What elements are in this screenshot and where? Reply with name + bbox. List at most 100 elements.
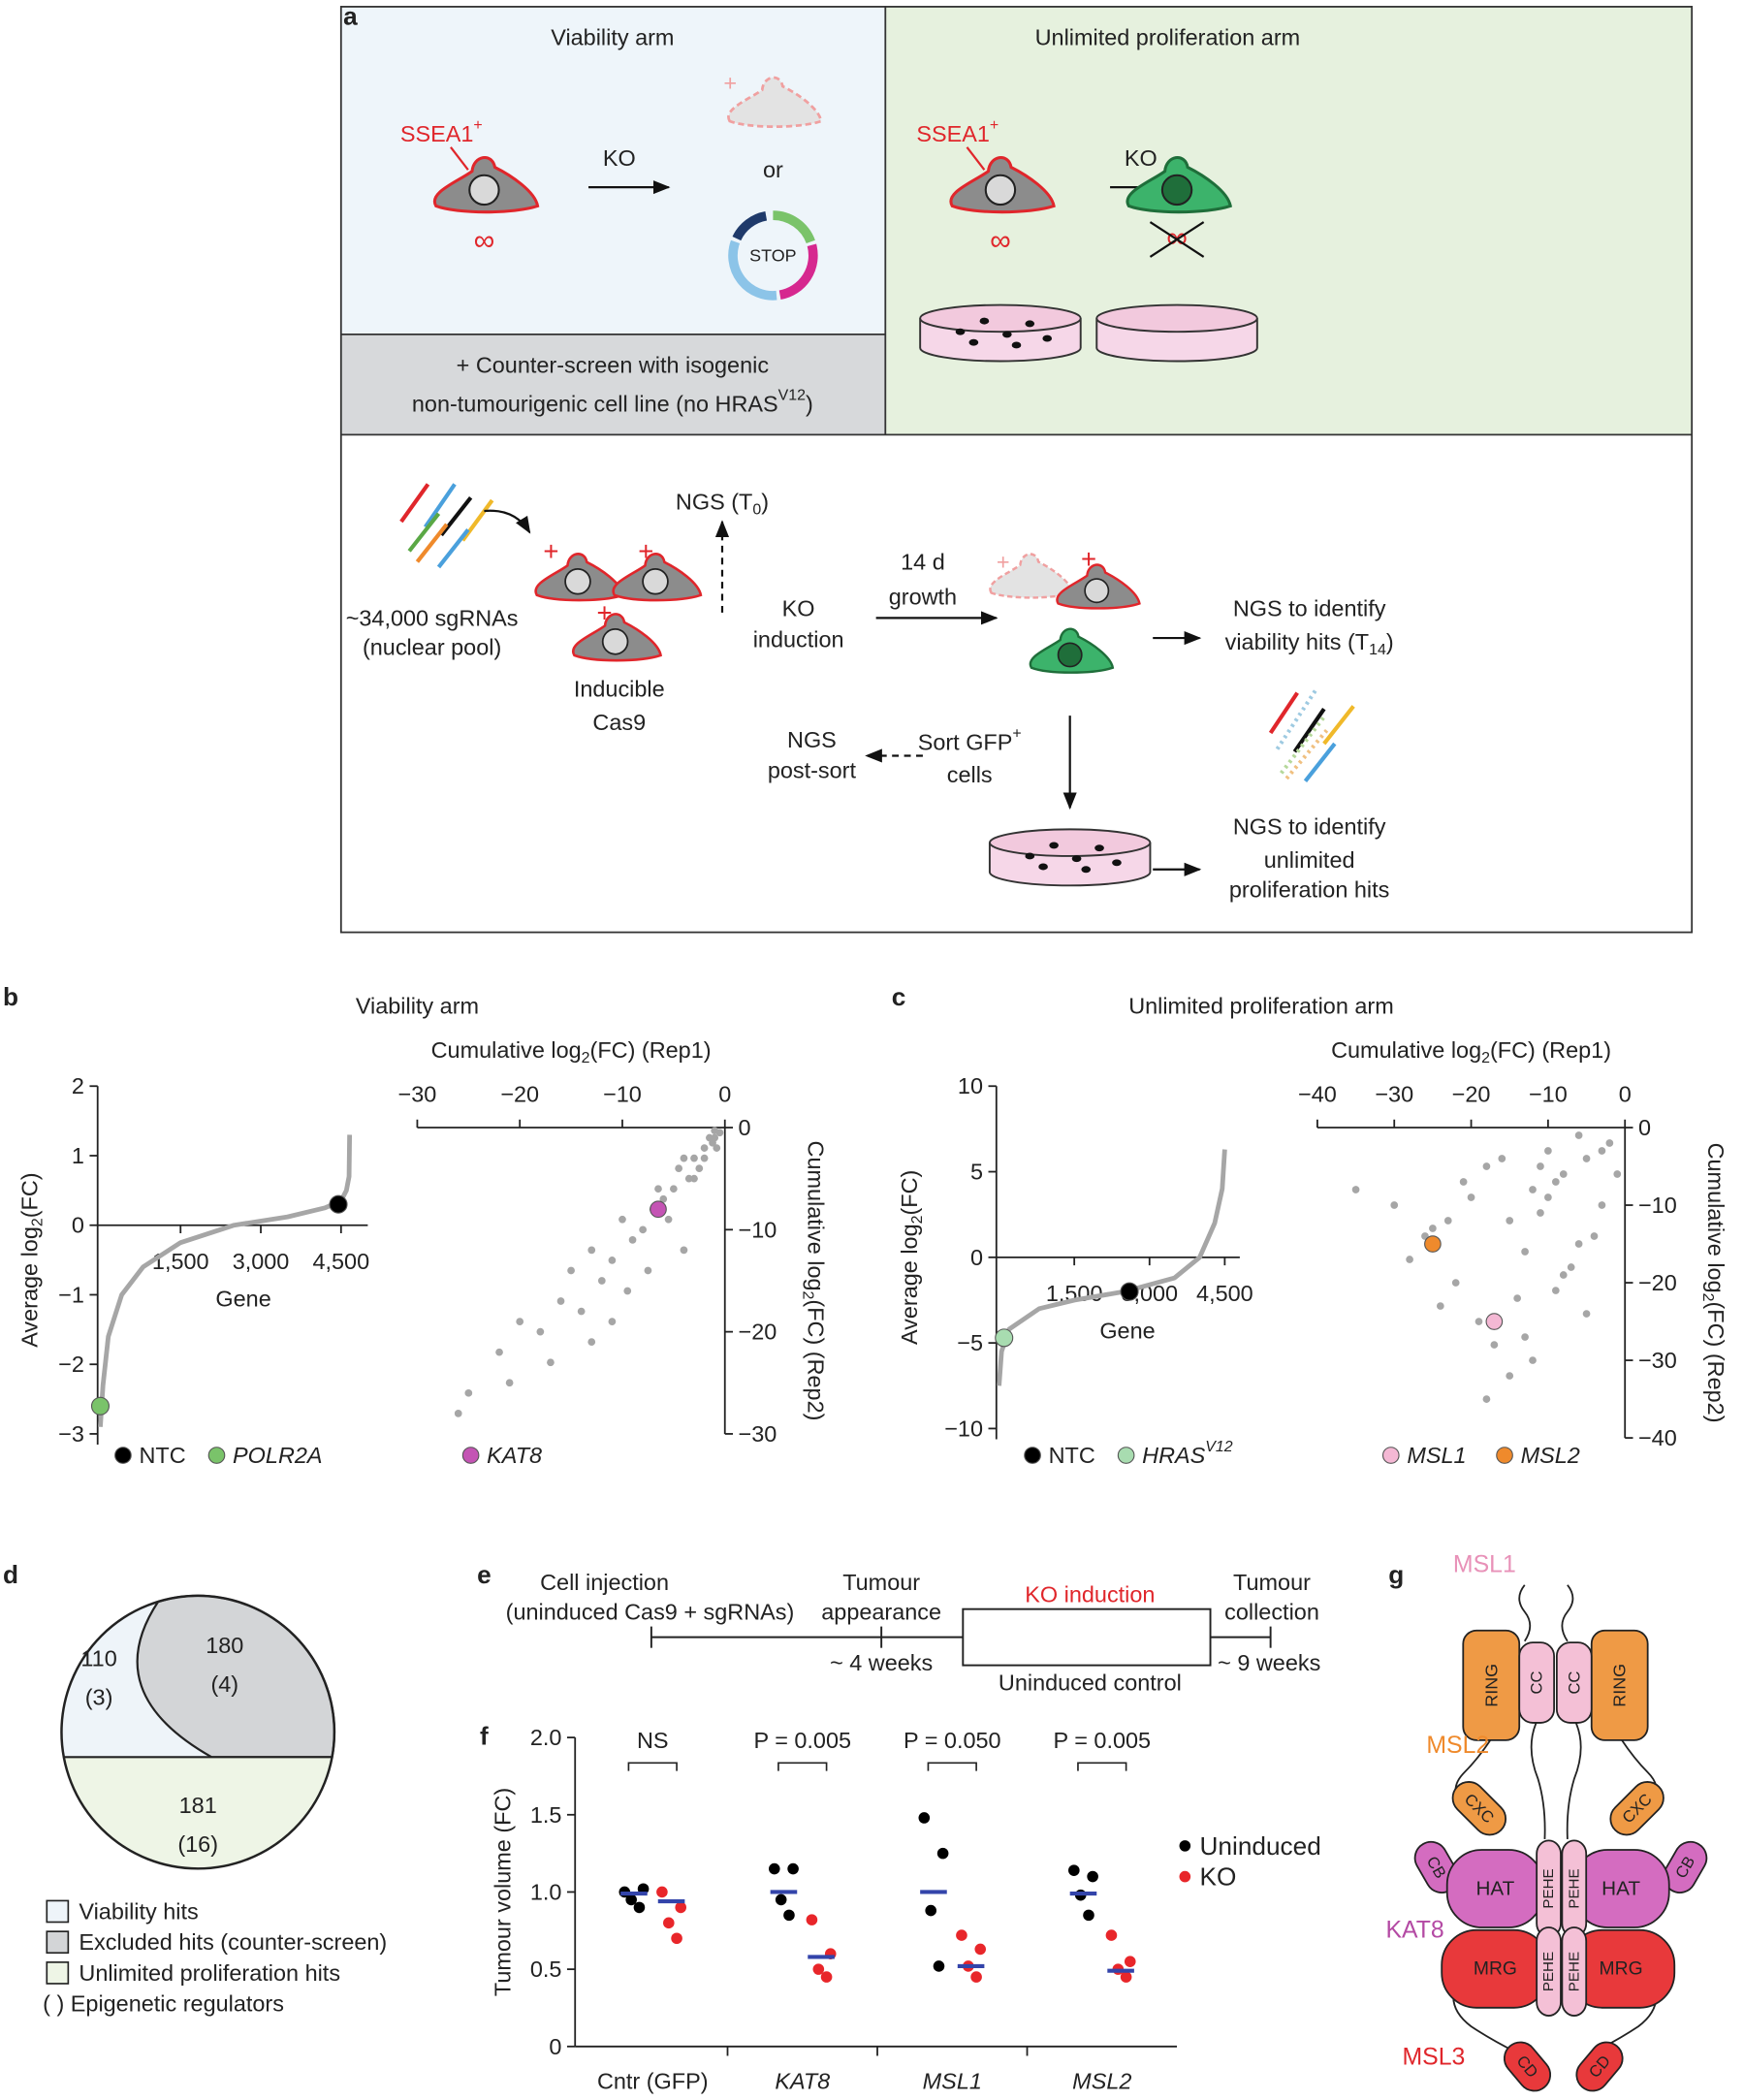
point <box>618 1215 626 1224</box>
x-tick-label: −20 <box>1452 1082 1491 1107</box>
text-part: ) <box>806 392 813 417</box>
legend-label: Unlimited proliferation hits <box>79 1960 340 1986</box>
legend-swatch <box>1179 1870 1191 1883</box>
point <box>1443 1217 1452 1225</box>
domain: CXC <box>1609 1781 1665 1836</box>
ko: KO <box>603 145 636 171</box>
sgrna <box>424 483 457 528</box>
point <box>1590 1232 1599 1240</box>
legend-label: Uninduced <box>1200 1831 1321 1861</box>
text: growth <box>889 584 957 609</box>
point <box>633 1901 646 1914</box>
sgrna <box>439 495 473 537</box>
unlimited-box <box>885 6 1693 435</box>
point <box>644 1266 652 1275</box>
dish-rim <box>919 303 1082 334</box>
point <box>608 1257 617 1264</box>
cell <box>1126 156 1232 214</box>
y-tick-label: 0 <box>739 1115 751 1140</box>
sgrna <box>436 528 470 569</box>
rank-curve <box>997 1149 1227 1386</box>
y-tick-label: −30 <box>739 1421 777 1447</box>
point <box>1598 1147 1606 1155</box>
legend-label: HRASV12 <box>1142 1439 1233 1468</box>
point <box>1467 1193 1475 1201</box>
legend-label: Viability hits <box>79 1898 198 1924</box>
point <box>556 1297 565 1305</box>
point <box>1544 1147 1552 1155</box>
cycle-arc <box>728 239 777 301</box>
text-part: Average log <box>16 1226 42 1348</box>
domain-label: PEHE <box>1540 1952 1557 1991</box>
point <box>700 1154 709 1162</box>
text: Sort GFP+ <box>918 726 1022 755</box>
linker <box>1561 1584 1574 1642</box>
domain: MRG <box>1441 1928 1550 2009</box>
arm-title: Unlimited proliferation arm <box>1035 25 1301 50</box>
domain-shape <box>1575 2041 1624 2092</box>
plus: + <box>723 71 737 96</box>
point <box>1582 1310 1591 1318</box>
y-axis-label: Tumour volume (FC) <box>491 1788 516 1996</box>
protein-label: KAT8 <box>1385 1917 1443 1943</box>
point <box>1105 1929 1118 1941</box>
point <box>1068 1864 1080 1876</box>
point <box>925 1904 936 1917</box>
y-tick-label: −5 <box>957 1330 983 1355</box>
point <box>690 1174 698 1183</box>
y-axis-label: Average log2(FC) <box>16 1172 46 1347</box>
x-axis-label: Gene <box>1099 1319 1155 1344</box>
dish-rim <box>988 828 1152 857</box>
point <box>711 1127 719 1135</box>
text: Cell injection <box>540 1570 669 1595</box>
text: (uninduced Cas9 + sgRNAs) <box>506 1599 795 1624</box>
y-tick-label: 2.0 <box>530 1725 562 1750</box>
point <box>656 1886 668 1898</box>
point <box>675 1164 683 1173</box>
panel-title: Unlimited proliferation arm <box>1128 993 1394 1018</box>
point <box>1537 1209 1544 1217</box>
text-part: Cumulative log <box>1703 1143 1728 1293</box>
significance-bracket <box>627 1762 678 1771</box>
point <box>516 1318 524 1325</box>
significance: NS <box>637 1728 669 1753</box>
nucleus <box>1160 174 1193 207</box>
point <box>918 1812 931 1824</box>
point <box>1537 1162 1544 1170</box>
point <box>1490 1341 1499 1349</box>
point <box>1351 1186 1360 1193</box>
highlight-point <box>1485 1313 1504 1330</box>
text-part: 2 <box>1481 1050 1490 1066</box>
sgrna <box>1322 705 1355 746</box>
y-tick-label: 1 <box>72 1143 84 1168</box>
nucleus <box>601 628 629 655</box>
colony <box>1011 341 1022 349</box>
text-part: ) <box>1386 629 1394 654</box>
point <box>1083 1909 1094 1922</box>
text: NGS to identify <box>1233 596 1386 621</box>
text-part: non-tumourigenic cell line (no HRAS <box>412 392 778 417</box>
point <box>1574 1131 1583 1139</box>
y-tick-label: 0 <box>1638 1115 1651 1140</box>
plus: + <box>1081 544 1096 574</box>
immortal: ∞ <box>1166 222 1188 254</box>
point <box>1474 1318 1483 1325</box>
domain <box>1561 1926 1588 2017</box>
x-tick-label: 4,500 <box>1196 1281 1253 1306</box>
point <box>1598 1201 1606 1209</box>
text-part: Cumulative log <box>1331 1037 1481 1063</box>
colony <box>1025 852 1035 860</box>
text-part: (FC) (Rep1) <box>1490 1037 1611 1063</box>
x-tick-label: 3,000 <box>233 1249 290 1274</box>
text-part: HRAS <box>1142 1443 1205 1468</box>
point <box>1124 1956 1136 1967</box>
colony <box>1071 855 1082 863</box>
legend-swatch <box>46 1899 70 1924</box>
text-part: viability hits (T <box>1225 629 1369 654</box>
significance-bracket <box>777 1762 828 1771</box>
text-part: (FC) (Rep2) <box>1703 1301 1728 1422</box>
point <box>1544 1193 1552 1201</box>
legend-swatch <box>46 1930 70 1955</box>
cell <box>949 156 1056 214</box>
text-part: (FC) (Rep2) <box>804 1299 829 1420</box>
